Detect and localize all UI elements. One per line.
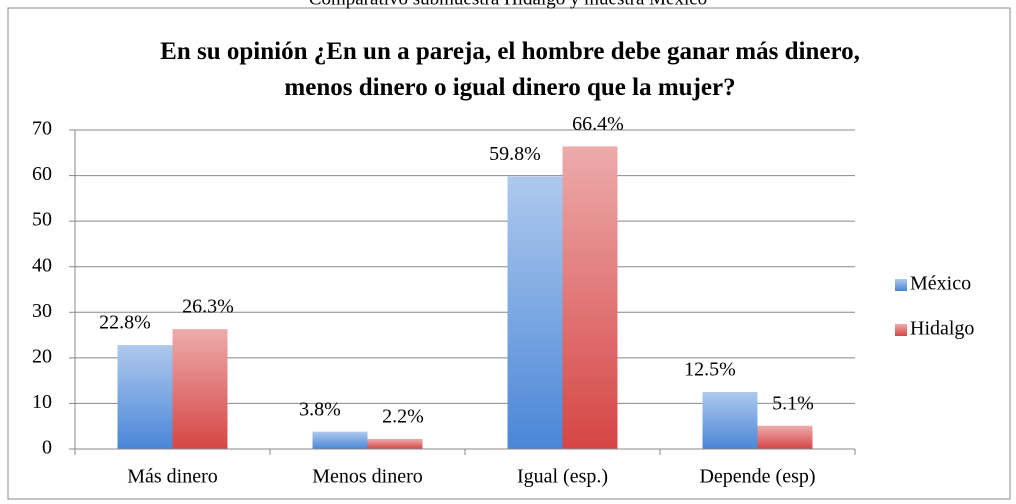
value-label: 59.8% (489, 143, 541, 165)
bar (757, 425, 813, 449)
value-label: 2.2% (382, 406, 424, 428)
bar (562, 146, 618, 450)
x-tick-label: Más dinero (127, 466, 218, 488)
value-label: 3.8% (299, 398, 341, 420)
y-tick-label: 70 (32, 118, 52, 140)
bar (507, 176, 563, 450)
legend-swatch (895, 324, 907, 336)
value-label: 22.8% (99, 312, 151, 334)
bar (312, 431, 368, 449)
y-tick-label: 20 (32, 345, 52, 367)
legend-label: Hidalgo (910, 318, 974, 340)
value-label: 66.4% (572, 113, 624, 135)
bar (367, 438, 423, 449)
value-label: 5.1% (772, 392, 814, 414)
y-tick-label: 50 (32, 209, 52, 231)
x-tick-label: Menos dinero (312, 466, 423, 488)
y-tick-label: 30 (32, 300, 52, 322)
y-tick-label: 0 (42, 437, 52, 459)
chart-caption: Comparativo submuestra Hidalgo y muestra… (309, 0, 707, 9)
y-tick-label: 40 (32, 254, 52, 276)
legend-swatch (895, 279, 907, 291)
x-tick-label: Igual (esp.) (517, 466, 608, 488)
value-label: 26.3% (182, 296, 234, 318)
value-label: 12.5% (684, 359, 736, 381)
bar (172, 329, 228, 449)
chart-title: En su opinión ¿En un a pareja, el hombre… (160, 38, 860, 101)
bar (117, 345, 173, 449)
bar (702, 392, 758, 449)
x-tick-label: Depende (esp) (699, 466, 815, 488)
legend-label: México (910, 273, 971, 295)
y-tick-label: 60 (32, 163, 52, 185)
y-tick-label: 10 (32, 391, 52, 413)
